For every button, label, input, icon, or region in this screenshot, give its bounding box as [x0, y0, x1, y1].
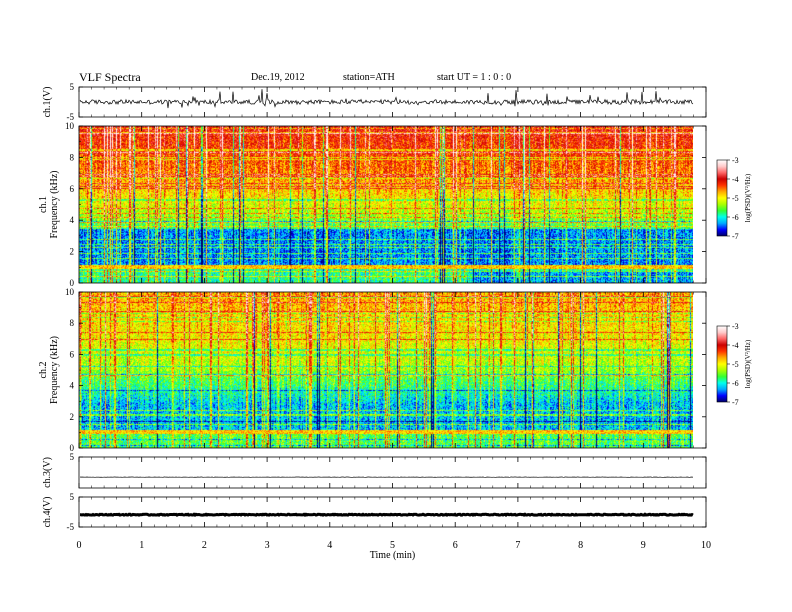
- colorbar-ch2-spectrogram: [716, 325, 728, 403]
- xtick-label: 8: [578, 540, 583, 551]
- ylabel-line: ch.2: [38, 362, 49, 379]
- ylabel-ch2-spectrogram: ch.2 Frequency (kHz): [38, 336, 60, 404]
- xtick-label: 5: [390, 540, 395, 551]
- colorbar-label: log(PSD)(V²/Hz): [744, 173, 752, 222]
- ylabel-line: ch.3(V): [42, 457, 53, 488]
- ytick-label: 4: [70, 381, 75, 391]
- xtick-label: 7: [515, 540, 520, 551]
- ylabel-ch4-waveform: ch.4(V): [42, 497, 53, 528]
- spectrogram-image-ch1-spectrogram: [79, 126, 693, 283]
- colorbar-tick-label: -3: [732, 156, 739, 165]
- colorbar-tick-label: -7: [732, 232, 739, 241]
- plot-title: VLF Spectra: [79, 70, 141, 84]
- xtick-label: 9: [641, 540, 646, 551]
- xtick-label: 2: [202, 540, 207, 551]
- ytick-label: -5: [67, 112, 75, 122]
- colorbar-tick-label: -5: [732, 360, 739, 369]
- ytick-label: 5: [70, 452, 75, 462]
- colorbar-label: log(PSD)(V²/Hz): [744, 339, 752, 388]
- ytick-label: 4: [70, 215, 75, 225]
- colorbar-tick-label: -6: [732, 213, 739, 222]
- ylabel-line: ch.4(V): [42, 497, 53, 528]
- ytick-label: 6: [70, 349, 75, 359]
- xtick-label: 0: [77, 540, 82, 551]
- station-label: station=ATH: [343, 72, 395, 83]
- xtick-label: 6: [453, 540, 458, 551]
- ytick-label: 2: [70, 247, 75, 257]
- date-label: Dec.19, 2012: [251, 72, 305, 83]
- ytick-label: 0: [70, 278, 75, 288]
- ytick-label: 5: [70, 82, 75, 92]
- colorbar-tick-label: -3: [732, 322, 739, 331]
- colorbar-tick-label: -7: [732, 398, 739, 407]
- ytick-label: 8: [70, 152, 75, 162]
- colorbar-ch1-spectrogram: [716, 159, 728, 237]
- ylabel-ch3-waveform: ch.3(V): [42, 457, 53, 488]
- colorbar-tick-label: -6: [732, 379, 739, 388]
- ytick-label: 2: [70, 412, 75, 422]
- ytick-label: 8: [70, 318, 75, 328]
- colorbar-tick-label: -4: [732, 341, 739, 350]
- start-time-label: start UT = 1 : 0 : 0: [437, 72, 512, 83]
- colorbar-label-text: log(PSD)(V²/Hz): [744, 339, 752, 388]
- ytick-label: 10: [65, 287, 75, 297]
- ylabel-line: ch.1: [38, 196, 49, 213]
- xtick-label: 1: [139, 540, 144, 551]
- ytick-label: 5: [70, 492, 75, 502]
- ylabel-line: Frequency (kHz): [49, 170, 60, 238]
- spectrogram-image-ch2-spectrogram: [79, 292, 693, 448]
- xtick-label: 4: [327, 540, 332, 551]
- ylabel-line: Frequency (kHz): [49, 336, 60, 404]
- xtick-label: 10: [701, 540, 711, 551]
- waveform-trace-ch4-waveform: [80, 512, 694, 518]
- ytick-label: -5: [67, 522, 75, 532]
- xaxis-label: Time (min): [370, 550, 415, 561]
- ytick-label: 6: [70, 184, 75, 194]
- colorbar-tick-label: -5: [732, 194, 739, 203]
- ytick-label: 0: [70, 443, 75, 453]
- colorbar-label-text: log(PSD)(V²/Hz): [744, 173, 752, 222]
- waveform-trace-ch1-waveform: [79, 89, 694, 109]
- ylabel-line: ch.1(V): [42, 87, 53, 118]
- xtick-label: 3: [265, 540, 270, 551]
- ylabel-ch1-waveform: ch.1(V): [42, 87, 53, 118]
- ylabel-ch1-spectrogram: ch.1 Frequency (kHz): [38, 170, 60, 238]
- ytick-label: 10: [65, 121, 75, 131]
- colorbar-tick-label: -4: [732, 175, 739, 184]
